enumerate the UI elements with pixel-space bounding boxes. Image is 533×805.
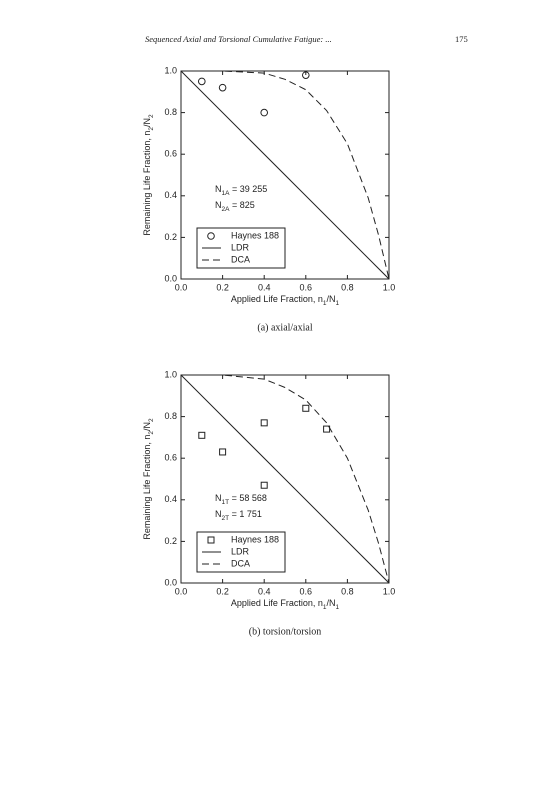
subscript: 1 [336, 604, 340, 611]
label-part: = 1 751 [229, 509, 262, 519]
y-tick-label: 0.4 [164, 190, 177, 200]
page-number: 175 [455, 34, 468, 44]
x-tick-label: 0.0 [175, 282, 188, 292]
x-axis-label: Applied Life Fraction, n1/N1 [231, 294, 340, 306]
subscript: 1A [222, 190, 231, 197]
x-tick-label: 0.4 [258, 282, 271, 292]
marker [302, 404, 310, 412]
subscript: 2 [148, 127, 155, 131]
subscript: 2 [148, 114, 155, 118]
label-part: Remaining Life Fraction, n [142, 435, 152, 540]
annotation: N1A = 39 255 [215, 184, 267, 196]
x-tick-label: 1.0 [383, 586, 396, 596]
x-tick-label: 0.4 [258, 586, 271, 596]
y-tick-label: 1.0 [164, 65, 177, 75]
x-tick-label: 0.0 [175, 586, 188, 596]
marker [198, 77, 206, 86]
subscript: 2T [222, 515, 230, 522]
subscript: 1 [323, 604, 327, 611]
series-line [180, 374, 390, 584]
y-tick-label: 0.0 [164, 273, 177, 283]
label-part: Remaining Life Fraction, n [142, 131, 152, 236]
x-tick-label: 0.2 [216, 586, 229, 596]
label-part: N [215, 509, 222, 519]
marker [260, 481, 268, 489]
x-tick-label: 0.8 [341, 586, 354, 596]
subscript: 2A [222, 206, 231, 213]
x-tick-label: 0.6 [300, 282, 313, 292]
subscript: 1T [222, 499, 230, 506]
subscript: 1 [323, 300, 327, 307]
y-axis-label: Remaining Life Fraction, n2/N2 [142, 418, 154, 540]
y-tick-label: 0.2 [164, 536, 177, 546]
label-part: = 39 255 [229, 184, 267, 194]
plot-frame [180, 374, 390, 584]
plot-frame [180, 70, 390, 280]
legend-label: DCA [231, 254, 250, 264]
label-part: /N [142, 422, 152, 431]
annotation: N1T = 58 568 [215, 493, 267, 505]
label-part: = 58 568 [229, 493, 267, 503]
marker [260, 419, 268, 427]
y-tick-label: 1.0 [164, 369, 177, 379]
running-title: Sequenced Axial and Torsional Cumulative… [145, 34, 332, 44]
subscript: 1 [336, 300, 340, 307]
caption: (a) axial/axial [257, 322, 312, 333]
y-tick-label: 0.8 [164, 107, 177, 117]
y-tick-label: 0.6 [164, 453, 177, 463]
subscript: 2 [148, 431, 155, 435]
marker [260, 108, 269, 117]
label-part: N [215, 200, 222, 210]
series-line [181, 374, 390, 584]
x-tick-label: 0.2 [216, 282, 229, 292]
legend-label: DCA [231, 558, 250, 568]
y-axis-label: Remaining Life Fraction, n2/N2 [142, 114, 154, 236]
marker [207, 536, 215, 544]
y-tick-label: 0.0 [164, 577, 177, 587]
annotation: N2T = 1 751 [215, 509, 262, 521]
label-part: /N [142, 118, 152, 127]
label-part: = 825 [229, 200, 254, 210]
x-tick-label: 1.0 [383, 282, 396, 292]
marker [198, 431, 206, 439]
legend-label: Haynes 188 [231, 230, 279, 240]
label-part: N [215, 493, 222, 503]
label-part: N [215, 184, 222, 194]
series-line [180, 70, 390, 280]
label-part: Applied Life Fraction, n [231, 598, 323, 608]
x-tick-label: 0.6 [300, 586, 313, 596]
y-tick-label: 0.8 [164, 411, 177, 421]
label-part: /N [327, 294, 336, 304]
marker [323, 425, 331, 433]
y-tick-label: 0.2 [164, 232, 177, 242]
label-part: Applied Life Fraction, n [231, 294, 323, 304]
marker [218, 83, 227, 92]
x-tick-label: 0.8 [341, 282, 354, 292]
marker [207, 232, 215, 240]
subscript: 2 [148, 418, 155, 422]
y-tick-label: 0.4 [164, 494, 177, 504]
marker [302, 71, 310, 79]
legend-label: LDR [231, 242, 250, 252]
label-part: /N [327, 598, 336, 608]
caption: (b) torsion/torsion [249, 626, 322, 637]
y-tick-label: 0.6 [164, 149, 177, 159]
legend-label: LDR [231, 546, 250, 556]
legend-label: Haynes 188 [231, 534, 279, 544]
annotation: N2A = 825 [215, 200, 255, 212]
marker [219, 448, 227, 456]
x-axis-label: Applied Life Fraction, n1/N1 [231, 598, 340, 610]
